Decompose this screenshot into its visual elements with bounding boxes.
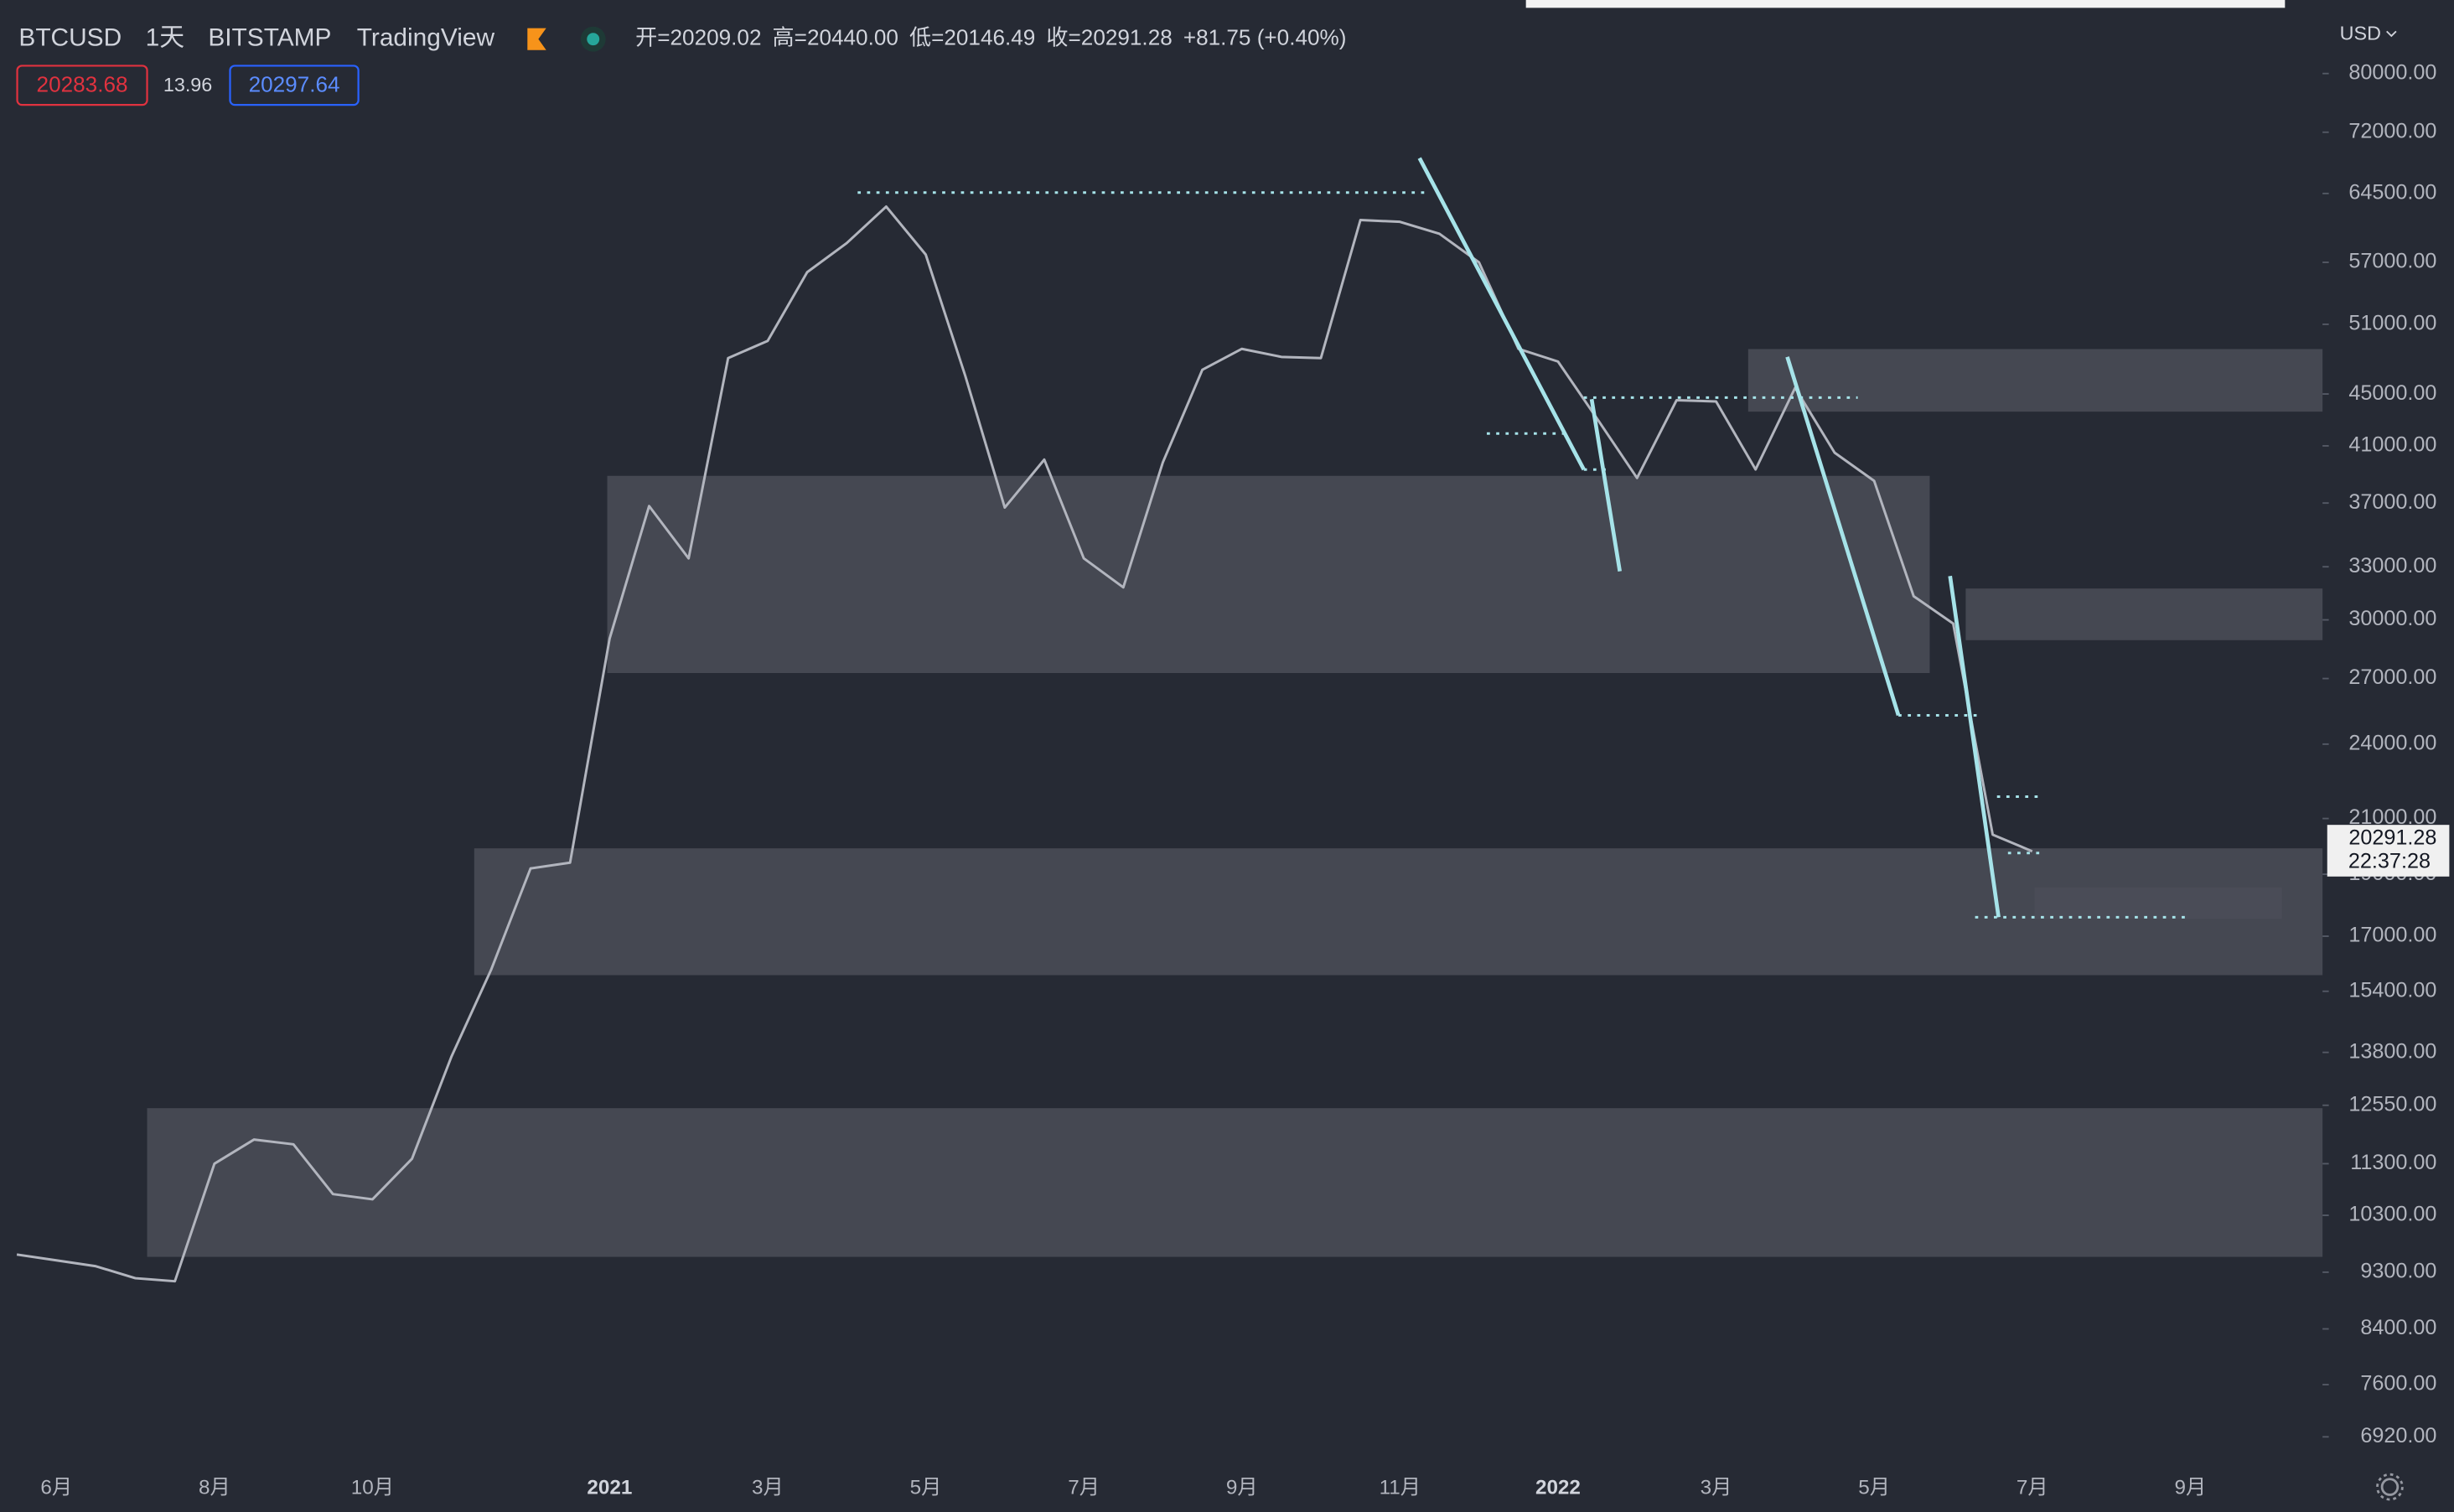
- x-tick-label: 10月: [351, 1476, 394, 1499]
- x-tick-label: 2022: [1535, 1476, 1581, 1499]
- currency[interactable]: USD: [2340, 22, 2381, 44]
- x-tick-label: 5月: [910, 1476, 942, 1499]
- zone: [2034, 887, 2282, 919]
- y-tick-label: 37000.00: [2348, 490, 2436, 514]
- header: BTCUSD 1天 BITSTAMP TradingView: [18, 24, 494, 52]
- currency-caret[interactable]: [2386, 30, 2397, 38]
- symbol[interactable]: BTCUSD: [18, 24, 122, 52]
- ohlc-label: 开=: [635, 25, 670, 50]
- ohlc-value: 20146.49: [944, 25, 1035, 50]
- y-tick-label: 45000.00: [2348, 381, 2436, 405]
- window-edge: [1525, 0, 2286, 8]
- ohlc-label: 收=: [1046, 25, 1080, 50]
- trend-line: [1948, 575, 2001, 918]
- x-tick-label: 7月: [2017, 1476, 2048, 1499]
- y-tick-label: 8400.00: [2360, 1316, 2436, 1339]
- zone: [607, 475, 1930, 674]
- y-tick-label: 30000.00: [2348, 607, 2436, 630]
- price-tag: [2327, 825, 2450, 877]
- trend-line: [1589, 398, 1623, 572]
- x-tick-label: 7月: [1068, 1476, 1100, 1499]
- ohlc: 开=20209.02 高=20440.00 低=20146.49 收=20291.28…: [635, 25, 1346, 50]
- zone: [1965, 588, 2323, 640]
- x-tick-label: 3月: [752, 1476, 784, 1499]
- series: [16, 205, 2033, 1283]
- x-tick-label: 3月: [1701, 1476, 1732, 1499]
- y-tick-label: 64500.00: [2348, 181, 2436, 205]
- bid[interactable]: 20283.68: [37, 72, 128, 97]
- ohlc-label: 高=: [773, 25, 807, 50]
- y-tick-label: 7600.00: [2360, 1372, 2436, 1395]
- status-dot: [587, 33, 600, 46]
- ohlc-value: 20440.00: [807, 25, 898, 50]
- x-tick-label: 8月: [199, 1476, 230, 1499]
- y-tick-label: 80000.00: [2348, 60, 2436, 84]
- x-tick-label: 11月: [1380, 1476, 1421, 1499]
- y-tick-label: 15400.00: [2348, 978, 2436, 1002]
- last-price: 20291.28: [2348, 826, 2436, 850]
- price-line: [16, 205, 2033, 1283]
- y-tick-label: 72000.00: [2348, 119, 2436, 142]
- exchange: BITSTAMP: [208, 24, 331, 52]
- y-tick-label: 13800.00: [2348, 1039, 2436, 1063]
- bid-box[interactable]: [16, 65, 148, 106]
- y-tick-label: 24000.00: [2348, 732, 2436, 755]
- zone: [1747, 349, 2323, 412]
- source: TradingView: [357, 24, 495, 52]
- interval[interactable]: 1天: [146, 24, 184, 52]
- gear-teeth[interactable]: [2376, 1473, 2404, 1501]
- y-tick-label: 9300.00: [2360, 1260, 2436, 1283]
- y-tick-label: 17000.00: [2348, 924, 2436, 947]
- gear[interactable]: [2380, 1478, 2400, 1496]
- zones: [147, 349, 2323, 1257]
- y-tick-label: 11300.00: [2350, 1151, 2436, 1174]
- zone: [474, 848, 2323, 976]
- ohlc-label: 低=: [909, 25, 944, 50]
- countdown: 22:37:28: [2348, 850, 2431, 873]
- axis-ticks: 80000.00 72000.00 64500.00 57000.00 51000.00…: [40, 60, 2436, 1499]
- settings-icon[interactable]: [2376, 1473, 2404, 1501]
- y-tick-label: 33000.00: [2348, 554, 2436, 577]
- y-tick-label: 6920.00: [2360, 1424, 2436, 1447]
- y-tick-label: 41000.00: [2348, 433, 2436, 457]
- trend-line: [1785, 356, 1901, 717]
- spread: 13.96: [163, 74, 212, 96]
- drawings: [857, 157, 2188, 919]
- y-tick-label: 27000.00: [2348, 665, 2436, 689]
- x-tick-label: 9月: [2174, 1476, 2206, 1499]
- x-tick-label: 2021: [587, 1476, 632, 1499]
- x-tick-label: 9月: [1226, 1476, 1258, 1499]
- change: +81.75 (+0.40%): [1183, 25, 1347, 50]
- ohlc-value: 20291.28: [1081, 25, 1173, 50]
- ask-box[interactable]: [229, 65, 360, 106]
- trend-line: [1417, 157, 1586, 471]
- y-tick-label: 10300.00: [2348, 1203, 2436, 1226]
- ohlc-value: 20209.02: [670, 25, 762, 50]
- zone: [147, 1108, 2323, 1257]
- flag-icon[interactable]: [527, 28, 546, 50]
- ask[interactable]: 20297.64: [249, 72, 340, 97]
- y-tick-label: 57000.00: [2348, 250, 2436, 273]
- x-tick-label: 5月: [1858, 1476, 1890, 1499]
- y-tick-label: 12550.00: [2348, 1092, 2436, 1116]
- x-tick-label: 6月: [40, 1476, 72, 1499]
- y-tick-label: 51000.00: [2348, 312, 2436, 335]
